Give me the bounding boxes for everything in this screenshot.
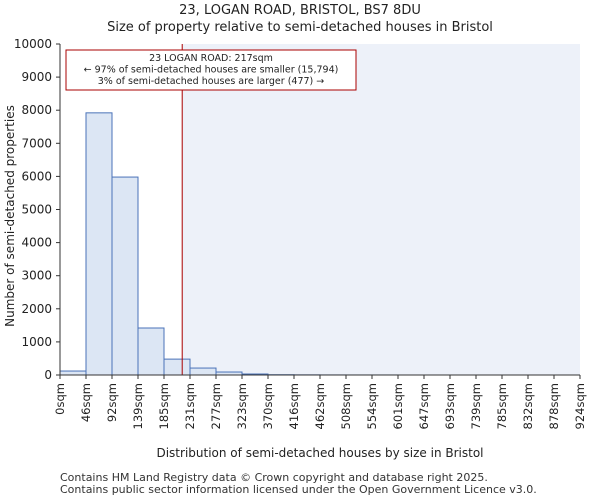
- x-tick-label: 323sqm: [235, 383, 249, 429]
- x-tick-label: 277sqm: [209, 383, 223, 429]
- x-tick-label: 832sqm: [521, 383, 535, 429]
- y-tick-label: 4000: [21, 236, 52, 250]
- x-axis-label: Distribution of semi-detached houses by …: [156, 446, 483, 460]
- x-tick-label: 416sqm: [287, 383, 301, 429]
- y-tick-label: 3000: [21, 269, 52, 283]
- x-tick-label: 554sqm: [365, 383, 379, 429]
- x-tick-label: 46sqm: [79, 383, 93, 422]
- larger-region-shade: [182, 44, 580, 375]
- x-tick-label: 0sqm: [53, 383, 67, 415]
- annotation-line: 3% of semi-detached houses are larger (4…: [98, 76, 325, 87]
- x-tick-label: 185sqm: [157, 383, 171, 429]
- y-tick-label: 8000: [21, 103, 52, 117]
- histogram-bar: [111, 176, 139, 376]
- x-tick-label: 370sqm: [261, 383, 275, 429]
- y-tick-label: 9000: [21, 70, 52, 84]
- y-tick-label: 2000: [21, 302, 52, 316]
- chart-subtitle: Size of property relative to semi-detach…: [107, 20, 493, 35]
- x-tick-label: 462sqm: [313, 383, 327, 429]
- x-tick-label: 924sqm: [573, 383, 587, 429]
- histogram-bar: [189, 367, 217, 376]
- x-tick-label: 139sqm: [131, 383, 145, 429]
- histogram-bar: [59, 370, 87, 376]
- x-tick-label: 92sqm: [105, 383, 119, 422]
- x-tick-label: 693sqm: [443, 383, 457, 429]
- x-tick-label: 231sqm: [183, 383, 197, 429]
- y-tick-label: 1000: [21, 335, 52, 349]
- y-tick-label: 0: [44, 368, 52, 382]
- histogram-bar: [137, 327, 165, 376]
- y-tick-label: 7000: [21, 136, 52, 150]
- histogram-bar: [85, 112, 113, 376]
- annotation-box: [65, 49, 357, 91]
- histogram-bar: [163, 358, 191, 376]
- x-tick-label: 601sqm: [391, 383, 405, 429]
- histogram-chart: 0 1000 2000 3000 4000 5000 6000 7000 8000 9000 100…: [3, 37, 587, 460]
- y-tick-label: 6000: [21, 169, 52, 183]
- footer-copyright: Contains HM Land Registry data © Crown c…: [60, 471, 488, 484]
- x-tick-label: 739sqm: [469, 383, 483, 429]
- chart-title: 23, LOGAN ROAD, BRISTOL, BS7 8DU: [179, 3, 421, 18]
- footer-licence: Contains public sector information licen…: [60, 483, 537, 496]
- y-tick-label: 5000: [21, 203, 52, 217]
- x-tick-label: 647sqm: [417, 383, 431, 429]
- x-tick-label: 508sqm: [339, 383, 353, 429]
- x-tick-label: 785sqm: [495, 383, 509, 429]
- annotation-line: ← 97% of semi-detached houses are smalle…: [84, 65, 339, 76]
- y-axis-label: Number of semi-detached properties: [3, 105, 17, 327]
- x-tick-label: 878sqm: [547, 383, 561, 429]
- y-tick-label: 10000: [14, 37, 52, 51]
- annotation-line: 23 LOGAN ROAD: 217sqm: [149, 53, 273, 64]
